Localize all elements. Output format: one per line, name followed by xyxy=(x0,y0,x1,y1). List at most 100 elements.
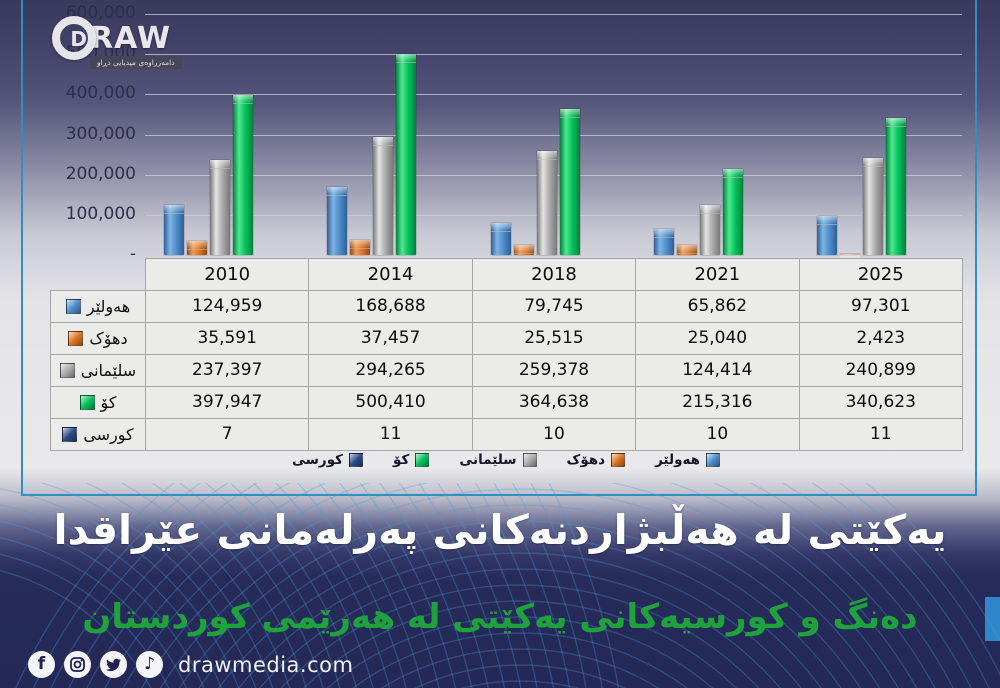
bar-هەولێر-2018 xyxy=(490,222,511,255)
value-cell: 124,414 xyxy=(635,353,800,387)
instagram-icon[interactable] xyxy=(64,651,91,678)
right-edge-accent xyxy=(985,597,1000,641)
value-cell: 10 xyxy=(635,417,800,451)
legend-swatch-icon xyxy=(611,453,626,467)
value-cell: 364,638 xyxy=(471,385,637,419)
value-cell: 37,457 xyxy=(308,321,473,355)
bar-دهۆک-2018 xyxy=(513,244,534,255)
legend-swatch-icon xyxy=(706,453,721,467)
table-row: کۆ 397,947 500,410 364,638 215,316 340,623 xyxy=(50,385,963,419)
bar-دهۆک-2010 xyxy=(186,240,207,255)
y-tick-label: - xyxy=(129,244,136,264)
value-cell: 500,410 xyxy=(308,385,473,419)
bar-سلێمانی-2025 xyxy=(863,158,884,255)
legend-label: کورسی xyxy=(292,452,344,468)
row-label: دهۆک xyxy=(89,328,128,348)
value-cell: 168,688 xyxy=(308,289,473,323)
bar-chart-plot-area xyxy=(145,14,962,263)
bar-کۆ-2018 xyxy=(559,108,580,255)
logo-d-letter: D xyxy=(70,27,87,51)
bar-کۆ-2014 xyxy=(396,54,417,255)
bar-دهۆک-2021 xyxy=(676,244,697,255)
row-label-cell: کۆ xyxy=(50,385,146,419)
legend-item-کورسی: کورسی xyxy=(292,452,364,468)
headline-sub: دەنگ و کورسیەکانی یەکێتی لە هەرێمی کوردس… xyxy=(82,597,918,637)
gridline xyxy=(145,54,962,56)
website-link[interactable]: drawmedia.com xyxy=(178,652,354,677)
gridline xyxy=(145,134,962,136)
row-label-cell: کورسی xyxy=(50,417,146,451)
legend-item-کۆ: کۆ xyxy=(393,452,430,468)
facebook-icon[interactable]: f xyxy=(28,651,55,678)
value-cell: 237,397 xyxy=(144,353,310,387)
bar-هەولێر-2014 xyxy=(327,187,348,255)
row-label-cell: هەولێر xyxy=(50,289,146,323)
series-swatch-icon xyxy=(65,298,81,314)
table-row: هەولێر 124,959 168,688 79,745 65,862 97,301 xyxy=(50,289,963,323)
series-swatch-icon xyxy=(68,330,84,346)
value-cell: 25,515 xyxy=(471,321,637,355)
series-swatch-icon xyxy=(62,426,78,442)
gridline xyxy=(145,14,962,15)
row-label: کۆ xyxy=(100,392,117,412)
value-cell: 7 xyxy=(144,417,310,451)
twitter-icon[interactable] xyxy=(100,651,127,678)
series-swatch-icon xyxy=(59,362,75,378)
value-cell: 340,623 xyxy=(798,385,963,419)
bar-دهۆک-2014 xyxy=(350,239,371,255)
y-tick-label: 100,000 xyxy=(65,203,136,224)
tiktok-icon[interactable]: ♪ xyxy=(136,651,163,678)
gridline xyxy=(145,94,962,96)
row-label-cell: دهۆک xyxy=(50,321,146,355)
value-cell: 294,265 xyxy=(308,353,473,387)
logo-d-ring-icon: D xyxy=(52,16,96,60)
bar-هەولێر-2010 xyxy=(163,204,184,255)
bar-هەولێر-2021 xyxy=(653,228,674,255)
logo-tagline: دامەزراوەی میدیایی دڕاو xyxy=(90,56,182,69)
legend-item-هەولێر: هەولێر xyxy=(655,452,721,468)
row-label: هەولێر xyxy=(86,296,131,316)
chart-legend: هەولێر دهۆک سلێمانی کۆ کورسی xyxy=(50,452,962,468)
legend-item-سلێمانی: سلێمانی xyxy=(459,452,537,468)
year-header-2010: 2010 xyxy=(144,258,310,291)
legend-label: دهۆک xyxy=(566,452,606,468)
value-cell: 259,378 xyxy=(471,353,637,387)
bar-سلێمانی-2021 xyxy=(699,205,720,255)
table-row: کورسی 7 11 10 10 11 xyxy=(50,417,963,451)
footer-social-bar: f ♪ drawmedia.com xyxy=(28,651,353,678)
bar-کۆ-2025 xyxy=(886,118,907,255)
table-corner-blank xyxy=(51,259,146,291)
legend-item-دهۆک: دهۆک xyxy=(567,452,626,468)
bar-کۆ-2021 xyxy=(722,168,743,255)
table-row: سلێمانی 237,397 294,265 259,378 124,414 240,8… xyxy=(50,353,963,387)
y-axis: 600,000 500,000 400,000 300,000 200,000 100,0… xyxy=(30,0,136,270)
series-swatch-icon xyxy=(79,394,95,410)
legend-swatch-icon xyxy=(349,453,364,467)
value-cell: 124,959 xyxy=(144,289,310,323)
draw-media-logo: D RAW دامەزراوەی میدیایی دڕاو xyxy=(52,16,202,69)
data-table: 2010 2014 2018 2021 2025 هەولێر 124,959 168,688… xyxy=(50,258,963,451)
legend-label: کۆ xyxy=(393,452,410,468)
bar-کۆ-2010 xyxy=(232,95,253,255)
bar-سلێمانی-2018 xyxy=(536,150,557,255)
bar-هەولێر-2025 xyxy=(817,215,838,255)
row-label: کورسی xyxy=(83,424,134,444)
y-tick-label: 300,000 xyxy=(65,123,136,144)
bar-دهۆک-2025 xyxy=(840,254,861,263)
year-header-2014: 2014 xyxy=(308,258,473,291)
value-cell: 397,947 xyxy=(144,385,310,419)
year-header-2021: 2021 xyxy=(635,258,800,291)
legend-swatch-icon xyxy=(522,453,537,467)
year-header-2018: 2018 xyxy=(471,258,637,291)
table-row: دهۆک 35,591 37,457 25,515 25,040 2,423 xyxy=(50,321,963,355)
legend-label: سلێمانی xyxy=(459,452,517,468)
bar-سلێمانی-2014 xyxy=(373,136,394,255)
row-label: سلێمانی xyxy=(80,360,137,380)
bar-سلێمانی-2010 xyxy=(209,159,230,255)
value-cell: 97,301 xyxy=(798,289,963,323)
row-label-cell: سلێمانی xyxy=(50,353,146,387)
value-cell: 2,423 xyxy=(798,321,963,355)
value-cell: 11 xyxy=(798,417,963,451)
value-cell: 25,040 xyxy=(635,321,800,355)
